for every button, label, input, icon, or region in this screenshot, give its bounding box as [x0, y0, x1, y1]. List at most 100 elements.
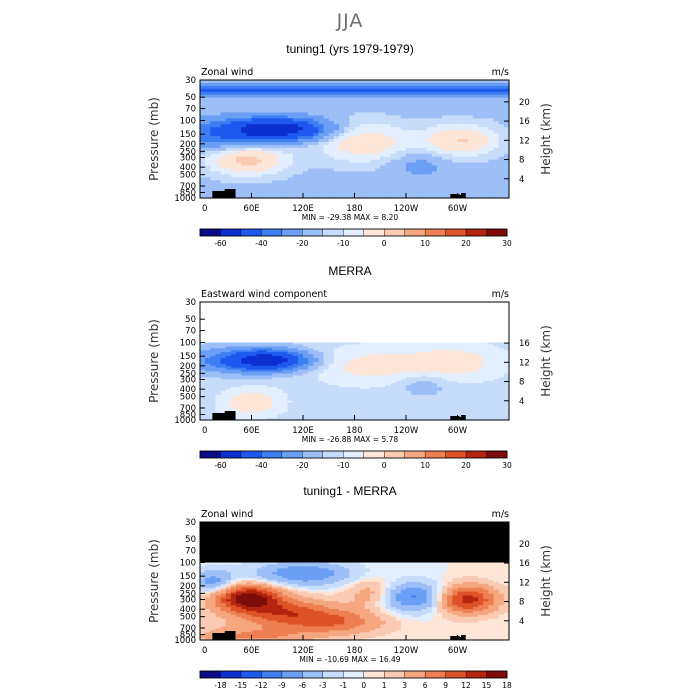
- contour-cell: [313, 100, 320, 105]
- contour-cell: [395, 406, 402, 409]
- contour-cell: [236, 385, 242, 388]
- contour-cell: [272, 153, 278, 158]
- contour-cell: [452, 168, 459, 173]
- contour-cell: [472, 350, 479, 353]
- contour-cell: [333, 381, 340, 384]
- contour-cell: [287, 359, 294, 363]
- contour-cell: [200, 186, 206, 190]
- contour-cell: [303, 127, 309, 131]
- contour-cell: [354, 392, 361, 396]
- contour-cell: [503, 88, 510, 93]
- contour-cell: [308, 168, 314, 173]
- contour-cell: [416, 381, 423, 384]
- contour-cell: [364, 159, 371, 164]
- contour-cell: [251, 418, 258, 421]
- contour-cell: [328, 141, 335, 146]
- contour-cell: [493, 159, 500, 164]
- contour-cell: [292, 389, 299, 392]
- contour-cell: [323, 402, 330, 406]
- contour-cell: [390, 346, 397, 349]
- contour-cell: [426, 174, 433, 178]
- contour-cell: [431, 394, 438, 398]
- contour-cell: [390, 109, 397, 114]
- contour-cell: [318, 121, 325, 125]
- contour-cell: [369, 383, 376, 386]
- contour-cell: [400, 121, 407, 125]
- contour-cell: [359, 344, 366, 347]
- contour-cell: [488, 416, 495, 419]
- contour-cell: [457, 390, 464, 394]
- contour-cell: [292, 408, 299, 411]
- contour-cell: [483, 103, 489, 108]
- contour-cell: [256, 127, 263, 131]
- contour-cell: [303, 133, 309, 137]
- contour-cell: [210, 358, 217, 361]
- contour-cell: [411, 174, 417, 178]
- contour-cell: [277, 115, 283, 119]
- contour-cell: [457, 144, 464, 149]
- contour-cell: [215, 358, 222, 361]
- contour-cell: [333, 147, 340, 152]
- contour-cell: [282, 369, 289, 373]
- contour-cell: [493, 371, 500, 375]
- contour-cell: [400, 408, 407, 411]
- contour-cell: [483, 88, 489, 93]
- contour-cell: [385, 141, 392, 146]
- contour-cell: [261, 147, 268, 152]
- contour-cell: [431, 180, 438, 184]
- contour-cell: [344, 139, 350, 143]
- contour-cell: [457, 133, 464, 137]
- contour-cell: [406, 387, 412, 390]
- contour-cell: [375, 103, 381, 108]
- contour-cell: [498, 168, 505, 173]
- contour-cell: [447, 124, 453, 128]
- contour-cell: [266, 121, 273, 125]
- contour-cell: [498, 109, 505, 114]
- contour-cell: [318, 106, 325, 111]
- contour-cell: [426, 192, 433, 196]
- contour-cell: [354, 359, 361, 363]
- contour-cell: [215, 189, 222, 193]
- contour-cell: [210, 91, 217, 96]
- contour-cell: [498, 82, 505, 87]
- contour-cell: [488, 133, 495, 137]
- contour-cell: [323, 346, 330, 349]
- contour-cell: [467, 168, 474, 173]
- contour-cell: [426, 363, 433, 367]
- contour-cell: [436, 398, 443, 402]
- contour-cell: [303, 359, 309, 363]
- contour-cell: [205, 406, 211, 409]
- colorbar-label: -10: [337, 239, 349, 248]
- contour-cell: [498, 389, 505, 392]
- contour-cell: [488, 109, 495, 114]
- contour-cell: [457, 394, 464, 398]
- contour-cell: [246, 147, 253, 152]
- contour-cell: [333, 373, 340, 377]
- contour-cell: [503, 136, 510, 140]
- contour-cell: [318, 375, 325, 378]
- contour-cell: [220, 156, 227, 161]
- contour-cell: [447, 139, 453, 143]
- contour-cell: [241, 144, 247, 149]
- contour-cell: [457, 100, 464, 105]
- contour-cell: [266, 371, 273, 375]
- contour-cell: [266, 356, 273, 359]
- contour-cell: [318, 414, 325, 417]
- contour-cell: [266, 130, 273, 134]
- contour-cell: [416, 192, 423, 196]
- contour-cell: [462, 118, 469, 122]
- contour-cell: [200, 352, 206, 355]
- contour-cell: [375, 82, 381, 87]
- contour-cell: [323, 418, 330, 421]
- contour-cell: [297, 365, 304, 369]
- contour-cell: [328, 180, 335, 184]
- contour-cell: [297, 352, 304, 355]
- contour-cell: [349, 168, 356, 173]
- contour-cell: [333, 412, 340, 415]
- contour-cell: [287, 124, 294, 128]
- contour-cell: [220, 136, 227, 140]
- contour-cell: [421, 133, 428, 137]
- y-tick-label: 30: [185, 298, 196, 308]
- contour-cell: [380, 406, 386, 409]
- contour-cell: [498, 402, 505, 406]
